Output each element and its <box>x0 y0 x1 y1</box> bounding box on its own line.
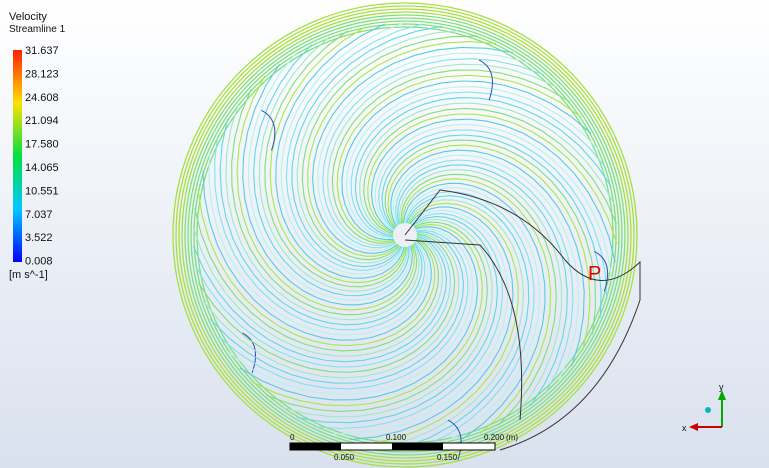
legend-level: 10.551 <box>25 185 59 197</box>
legend-level: 0.008 <box>25 256 53 268</box>
legend-subtitle: Streamline 1 <box>9 24 66 35</box>
scale-seg <box>290 443 341 450</box>
viewport: Velocity Streamline 1 31.637 28.123 24.608… <box>0 0 769 468</box>
color-bar <box>13 50 22 262</box>
scale-label: (m) <box>506 433 518 442</box>
legend-level: 17.580 <box>25 139 59 151</box>
scale-label: 0.150 <box>437 453 458 462</box>
scale-seg <box>392 443 443 450</box>
x-label: x <box>682 423 687 433</box>
scale-label: 0.100 <box>386 433 407 442</box>
scale-label: 0.050 <box>334 453 355 462</box>
scale-label: 0 <box>290 433 295 442</box>
scale-bar <box>290 443 495 450</box>
legend-level: 14.065 <box>25 162 59 174</box>
legend-level: 7.037 <box>25 209 53 221</box>
legend-level: 21.094 <box>25 115 59 127</box>
y-label: y <box>719 382 724 392</box>
legend-level: 24.608 <box>25 92 59 104</box>
legend-level: 28.123 <box>25 68 59 80</box>
origin-dot <box>705 407 711 413</box>
legend-level: 31.637 <box>25 45 59 57</box>
page: Velocity Streamline 1 31.637 28.123 24.608… <box>0 0 769 468</box>
scale-label: 0.200 <box>484 433 505 442</box>
annotation: P <box>588 263 601 285</box>
legend-title: Velocity <box>9 11 47 23</box>
legend-level: 3.522 <box>25 232 53 244</box>
legend-unit: [m s^-1] <box>9 269 48 281</box>
